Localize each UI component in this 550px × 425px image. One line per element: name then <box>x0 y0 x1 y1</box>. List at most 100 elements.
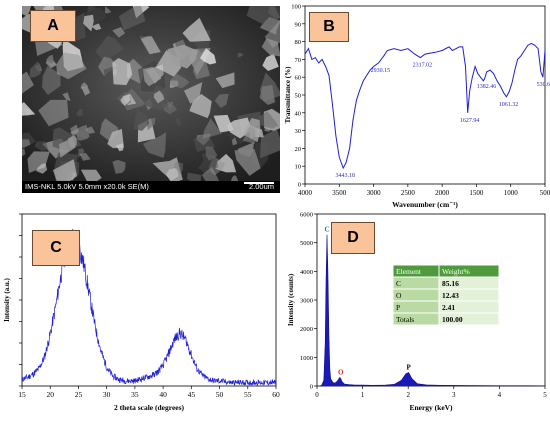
edx-x-tick-label: 1 <box>361 391 365 399</box>
sem-flake <box>133 110 150 131</box>
sem-image: IMS-NKL 5.0kV 5.0mm x20.0k SE(M) 2.00um <box>22 6 280 193</box>
sem-flake <box>22 139 31 149</box>
sem-flake <box>79 152 91 161</box>
sem-scale-text: 2.00um <box>248 182 274 191</box>
edx-table-cell: 85.16 <box>442 279 459 288</box>
ftir-x-axis-label: Wavenumber (cm⁻¹) <box>392 200 458 209</box>
edx-y-tick-label: 5000 <box>300 240 313 247</box>
sem-flake <box>34 141 49 151</box>
sem-flake <box>246 6 280 24</box>
edx-table-cell: P <box>396 303 400 312</box>
xrd-y-axis-label: Intensity (a.u.) <box>3 277 11 321</box>
edx-table-cell: C <box>396 279 401 288</box>
sem-flake <box>104 6 112 14</box>
edx-y-tick-label: 0 <box>310 384 313 391</box>
ftir-spectrum-line <box>304 42 546 170</box>
edx-spectrum-area <box>319 234 546 387</box>
edx-x-tick-label: 3 <box>452 391 456 399</box>
edx-y-tick-label: 1000 <box>300 355 313 362</box>
sem-flake <box>173 161 183 174</box>
panel-b: 4000 3500 3000 2500 2000 1500 1000 500 0 10 20 30 40… <box>283 0 550 210</box>
xrd-x-tick-label: 40 <box>159 390 167 399</box>
sem-flake <box>69 124 90 139</box>
sem-flake <box>214 93 229 108</box>
edx-peak-label-c: C <box>325 226 330 234</box>
sem-flake <box>132 27 151 40</box>
sem-flake <box>200 48 217 65</box>
sem-flake <box>260 128 280 159</box>
ftir-y-tick-label: 50 <box>295 93 302 100</box>
ftir-peak-label: 3443.18 <box>335 173 355 179</box>
ftir-x-tick-label: 500 <box>540 189 550 197</box>
sem-flake <box>242 126 256 144</box>
edx-peak-label-p: P <box>407 364 412 372</box>
ftir-x-tick-label: 2500 <box>401 189 416 197</box>
edx-x-tick-label: 5 <box>543 391 547 399</box>
sem-flake <box>152 157 183 183</box>
sem-flake <box>142 132 166 158</box>
ftir-x-tick-label: 2000 <box>435 189 450 197</box>
sem-flake <box>175 118 181 128</box>
ftir-y-tick-label: 40 <box>295 110 302 117</box>
sem-flake <box>170 73 190 89</box>
ftir-x-tick-label: 1500 <box>469 189 484 197</box>
ftir-y-tick-label: 30 <box>295 128 302 135</box>
xrd-x-tick-label: 25 <box>75 390 83 399</box>
edx-table-cell: 2.41 <box>442 303 455 312</box>
sem-flake <box>59 137 76 158</box>
ftir-y-tick-label: 100 <box>291 4 301 11</box>
sem-flake <box>143 66 162 87</box>
sem-flake <box>112 159 126 174</box>
ftir-y-tick-label: 0 <box>298 182 301 189</box>
sem-flake <box>98 56 118 76</box>
ftir-peak-label: 530.63 <box>537 82 550 88</box>
sem-flake <box>139 36 161 55</box>
sem-flake <box>42 65 61 95</box>
sem-flake <box>182 17 211 42</box>
xrd-x-tick-label: 35 <box>131 390 139 399</box>
sem-flake <box>215 153 237 173</box>
sem-flake <box>62 92 71 101</box>
sem-flake <box>118 6 146 31</box>
sem-flake <box>83 14 94 32</box>
panel-d: 0 1 2 3 4 5 0 1000 2000 3000 4000 5000 6000 Energy (k… <box>283 208 550 420</box>
sem-scale-line <box>244 182 274 184</box>
sem-flake <box>112 58 133 86</box>
sem-flake <box>237 52 244 58</box>
edx-chart: 0 1 2 3 4 5 0 1000 2000 3000 4000 5000 6000 Energy (k… <box>287 212 547 413</box>
xrd-x-tick-label: 55 <box>244 390 252 399</box>
xrd-x-tick-label: 15 <box>18 390 26 399</box>
sem-flake <box>22 102 36 116</box>
sem-info-bar: IMS-NKL 5.0kV 5.0mm x20.0k SE(M) 2.00um <box>22 181 280 193</box>
sem-flake <box>107 128 124 149</box>
sem-flake <box>38 99 69 127</box>
edx-table-cell: 12.43 <box>442 291 459 300</box>
xrd-chart: 15 20 25 30 35 40 45 50 55 60 2 theta scale (degre… <box>3 213 280 412</box>
sem-flake <box>215 72 235 89</box>
sem-flake <box>103 39 113 51</box>
xrd-x-tick-label: 50 <box>216 390 224 399</box>
sem-info-text: IMS-NKL 5.0kV 5.0mm x20.0k SE(M) <box>25 182 149 191</box>
ftir-peak-label: 1382.46 <box>477 84 497 90</box>
sem-flake <box>167 44 198 69</box>
ftir-y-tick-label: 90 <box>295 21 302 28</box>
sem-flake <box>234 149 261 176</box>
sem-flake <box>80 169 102 186</box>
sem-flake <box>84 126 96 134</box>
ftir-x-tick-label: 3000 <box>367 189 382 197</box>
edx-x-axis-label: Energy (keV) <box>409 403 453 412</box>
ftir-peak-label: 2930.15 <box>371 68 391 74</box>
sem-flake <box>153 90 165 104</box>
sem-flake <box>91 23 102 31</box>
ftir-peak-label: 1061.32 <box>499 102 519 108</box>
sem-flake <box>202 118 222 139</box>
panel-c: 15 20 25 30 35 40 45 50 55 60 2 theta scale (degre… <box>0 208 283 420</box>
ftir-x-tick-label: 1000 <box>504 189 519 197</box>
xrd-x-tick-label: 60 <box>272 390 280 399</box>
sem-flake <box>27 151 50 173</box>
edx-y-tick-label: 4000 <box>300 269 313 276</box>
ftir-peak-label: 2317.02 <box>413 63 433 69</box>
xrd-x-tick-label: 45 <box>188 390 196 399</box>
edx-y-tick-label: 3000 <box>300 298 313 305</box>
sem-flake <box>70 124 79 136</box>
